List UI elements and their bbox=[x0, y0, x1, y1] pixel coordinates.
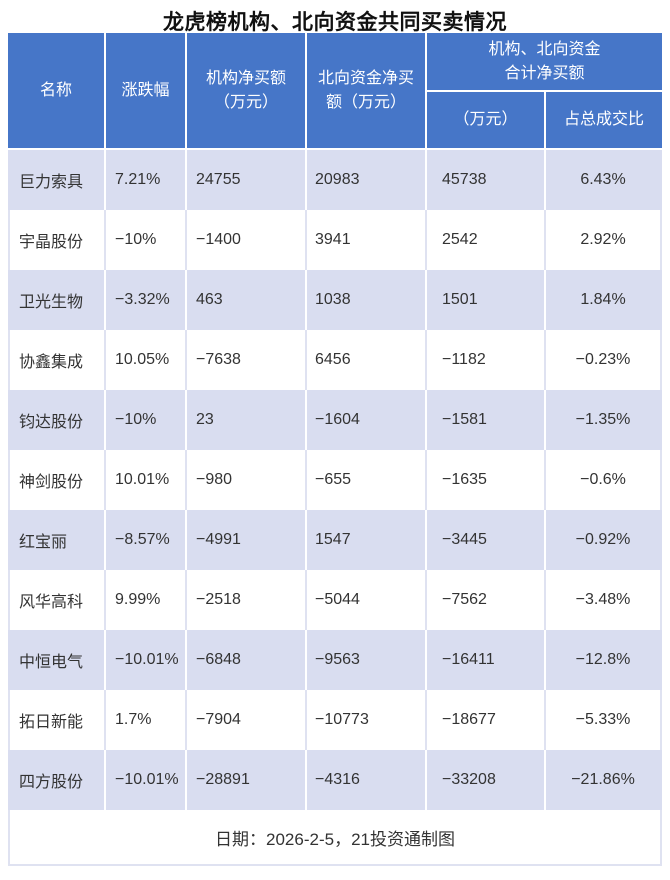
cell-combined-amount: −1581 bbox=[427, 390, 546, 450]
cell-inst-net: 24755 bbox=[187, 150, 307, 210]
table-row: 神剑股份 10.01% −980 −655 −1635 −0.6% bbox=[8, 450, 663, 510]
cell-combined-ratio: −3.48% bbox=[546, 570, 663, 630]
header-inst-net: 机构净买额 （万元） bbox=[187, 33, 307, 150]
table-row: 风华高科 9.99% −2518 −5044 −7562 −3.48% bbox=[8, 570, 663, 630]
cell-change: −8.57% bbox=[106, 510, 187, 570]
cell-combined-ratio: −1.35% bbox=[546, 390, 663, 450]
cell-north-net: −10773 bbox=[307, 690, 427, 750]
cell-inst-net: −1400 bbox=[187, 210, 307, 270]
cell-combined-ratio: 6.43% bbox=[546, 150, 663, 210]
table-header: 名称 涨跌幅 机构净买额 （万元） 北向资金净买 额（万元） 机构、北向资金 合… bbox=[8, 33, 663, 150]
table-row: 中恒电气 −10.01% −6848 −9563 −16411 −12.8% bbox=[8, 630, 663, 690]
cell-name: 红宝丽 bbox=[8, 510, 106, 570]
table-row: 四方股份 −10.01% −28891 −4316 −33208 −21.86% bbox=[8, 750, 663, 810]
cell-name: 四方股份 bbox=[8, 750, 106, 810]
cell-north-net: −1604 bbox=[307, 390, 427, 450]
cell-change: −3.32% bbox=[106, 270, 187, 330]
cell-north-net: 6456 bbox=[307, 330, 427, 390]
cell-combined-ratio: −0.23% bbox=[546, 330, 663, 390]
cell-north-net: 20983 bbox=[307, 150, 427, 210]
cell-combined-ratio: −0.92% bbox=[546, 510, 663, 570]
cell-north-net: −4316 bbox=[307, 750, 427, 810]
cell-name: 协鑫集成 bbox=[8, 330, 106, 390]
cell-combined-ratio: −0.6% bbox=[546, 450, 663, 510]
cell-change: 9.99% bbox=[106, 570, 187, 630]
table-row: 协鑫集成 10.05% −7638 6456 −1182 −0.23% bbox=[8, 330, 663, 390]
cell-combined-ratio: −12.8% bbox=[546, 630, 663, 690]
table-row: 宇晶股份 −10% −1400 3941 2542 2.92% bbox=[8, 210, 663, 270]
cell-inst-net: −6848 bbox=[187, 630, 307, 690]
header-name: 名称 bbox=[8, 33, 106, 150]
cell-inst-net: −2518 bbox=[187, 570, 307, 630]
cell-name: 宇晶股份 bbox=[8, 210, 106, 270]
cell-north-net: −5044 bbox=[307, 570, 427, 630]
cell-north-net: 1038 bbox=[307, 270, 427, 330]
cell-combined-amount: −33208 bbox=[427, 750, 546, 810]
cell-combined-amount: −1635 bbox=[427, 450, 546, 510]
cell-combined-ratio: −5.33% bbox=[546, 690, 663, 750]
table-body: 巨力索具 7.21% 24755 20983 45738 6.43% 宇晶股份 −10% −14… bbox=[8, 150, 663, 810]
cell-north-net: −655 bbox=[307, 450, 427, 510]
cell-change: −10.01% bbox=[106, 630, 187, 690]
cell-combined-amount: −16411 bbox=[427, 630, 546, 690]
cell-combined-amount: 1501 bbox=[427, 270, 546, 330]
cell-inst-net: 463 bbox=[187, 270, 307, 330]
cell-name: 拓日新能 bbox=[8, 690, 106, 750]
cell-inst-net: −4991 bbox=[187, 510, 307, 570]
cell-combined-ratio: 1.84% bbox=[546, 270, 663, 330]
stocks-table: 名称 涨跌幅 机构净买额 （万元） 北向资金净买 额（万元） 机构、北向资金 合… bbox=[8, 33, 663, 866]
header-combined-amount: （万元） bbox=[427, 92, 546, 150]
cell-combined-ratio: −21.86% bbox=[546, 750, 663, 810]
cell-change: 10.01% bbox=[106, 450, 187, 510]
cell-combined-ratio: 2.92% bbox=[546, 210, 663, 270]
table-row: 卫光生物 −3.32% 463 1038 1501 1.84% bbox=[8, 270, 663, 330]
cell-combined-amount: 45738 bbox=[427, 150, 546, 210]
cell-north-net: −9563 bbox=[307, 630, 427, 690]
header-combined: 机构、北向资金 合计净买额 bbox=[427, 33, 663, 92]
cell-change: 7.21% bbox=[106, 150, 187, 210]
cell-change: −10% bbox=[106, 390, 187, 450]
cell-combined-amount: −7562 bbox=[427, 570, 546, 630]
table-row: 巨力索具 7.21% 24755 20983 45738 6.43% bbox=[8, 150, 663, 210]
cell-north-net: 1547 bbox=[307, 510, 427, 570]
page-title: 龙虎榜机构、北向资金共同买卖情况 bbox=[163, 11, 507, 34]
table-row: 拓日新能 1.7% −7904 −10773 −18677 −5.33% bbox=[8, 690, 663, 750]
cell-inst-net: 23 bbox=[187, 390, 307, 450]
cell-name: 钧达股份 bbox=[8, 390, 106, 450]
table-row: 红宝丽 −8.57% −4991 1547 −3445 −0.92% bbox=[8, 510, 663, 570]
cell-name: 卫光生物 bbox=[8, 270, 106, 330]
header-north-net: 北向资金净买 额（万元） bbox=[307, 33, 427, 150]
cell-name: 巨力索具 bbox=[8, 150, 106, 210]
cell-change: 1.7% bbox=[106, 690, 187, 750]
header-combined-ratio: 占总成交比 bbox=[546, 92, 663, 150]
table-row: 钧达股份 −10% 23 −1604 −1581 −1.35% bbox=[8, 390, 663, 450]
cell-inst-net: −28891 bbox=[187, 750, 307, 810]
cell-inst-net: −980 bbox=[187, 450, 307, 510]
cell-combined-amount: −1182 bbox=[427, 330, 546, 390]
footer-note: 日期：2026-2-5，21投资通制图 bbox=[8, 810, 663, 866]
cell-name: 中恒电气 bbox=[8, 630, 106, 690]
cell-north-net: 3941 bbox=[307, 210, 427, 270]
cell-combined-amount: −3445 bbox=[427, 510, 546, 570]
cell-change: −10% bbox=[106, 210, 187, 270]
cell-change: 10.05% bbox=[106, 330, 187, 390]
cell-inst-net: −7638 bbox=[187, 330, 307, 390]
cell-inst-net: −7904 bbox=[187, 690, 307, 750]
cell-name: 神剑股份 bbox=[8, 450, 106, 510]
cell-change: −10.01% bbox=[106, 750, 187, 810]
header-change: 涨跌幅 bbox=[106, 33, 187, 150]
cell-name: 风华高科 bbox=[8, 570, 106, 630]
cell-combined-amount: 2542 bbox=[427, 210, 546, 270]
cell-combined-amount: −18677 bbox=[427, 690, 546, 750]
